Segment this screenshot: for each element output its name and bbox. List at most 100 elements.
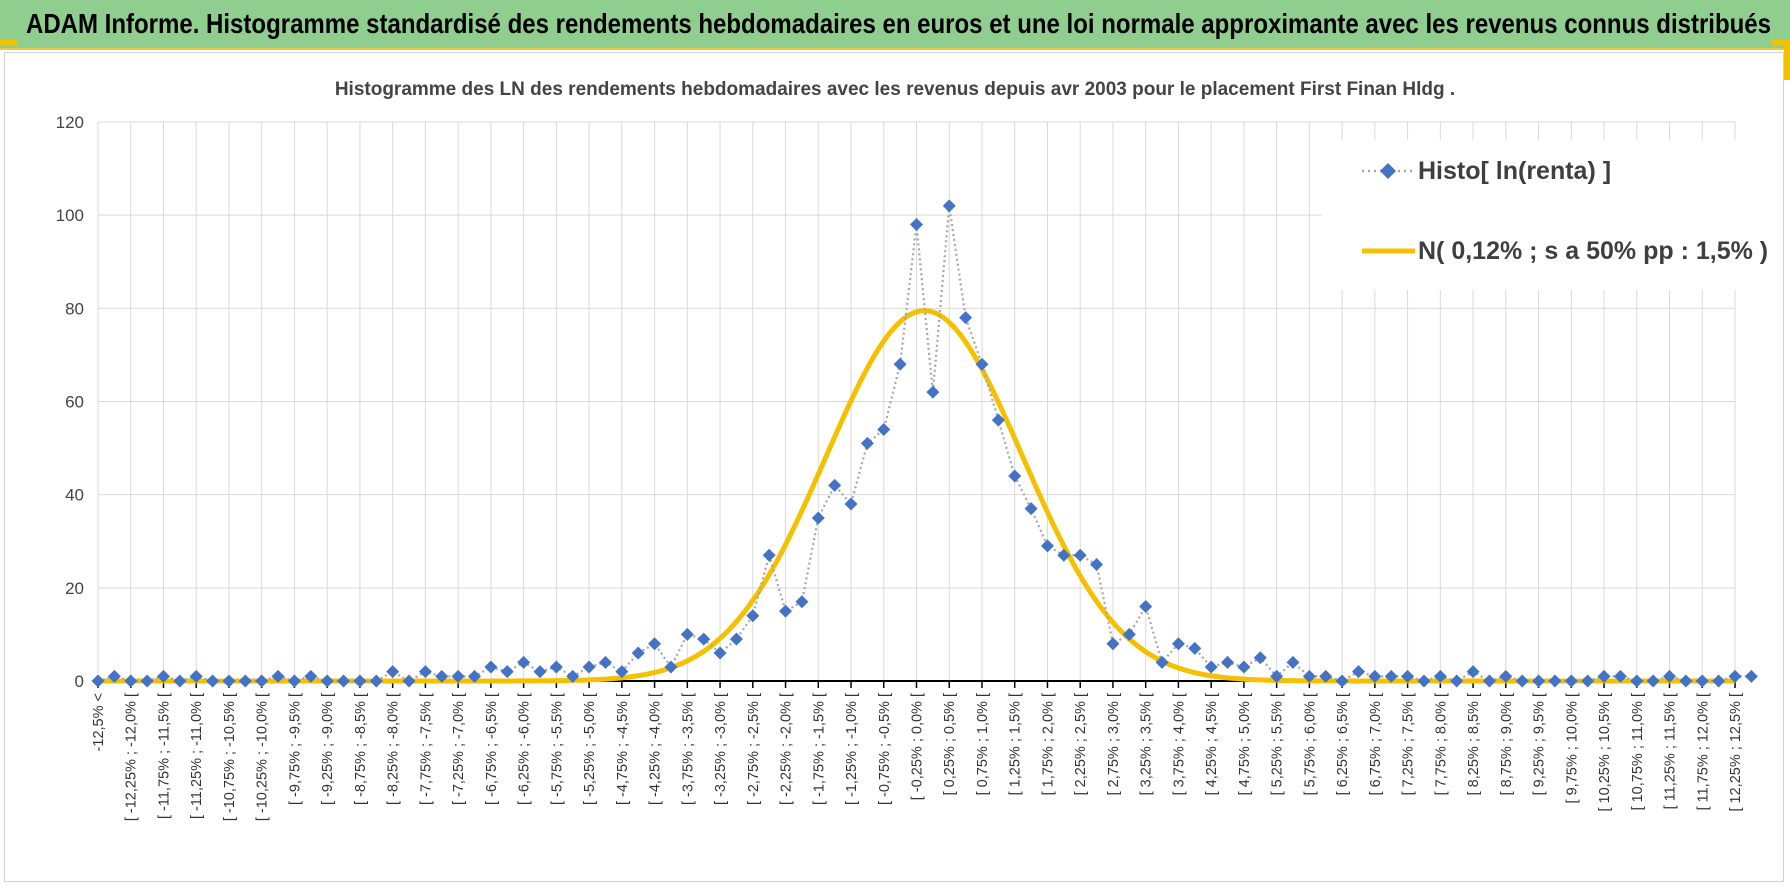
histo-point	[1253, 651, 1267, 665]
histo-point	[402, 674, 416, 688]
x-tick-label: [ -9,25% ; -9,0% [	[320, 693, 336, 805]
histo-point	[582, 660, 596, 674]
histo-point	[533, 665, 547, 679]
histo-point	[468, 669, 482, 683]
histo-point	[1335, 674, 1349, 688]
x-tick-label: [ 4,75% ; 5,0% [	[1237, 693, 1253, 795]
histo-point	[1384, 669, 1398, 683]
histo-point	[926, 385, 940, 399]
report-title: ADAM Informe. Histogramme standardisé de…	[26, 8, 1771, 39]
histo-point	[320, 674, 334, 688]
legend-histo-label: Histo[ ln(renta) ]	[1418, 157, 1611, 185]
report-banner: ADAM Informe. Histogramme standardisé de…	[0, 0, 1790, 50]
histo-point	[206, 674, 220, 688]
x-tick-label: [ 1,75% ; 2,0% [	[1040, 693, 1056, 795]
legend-normal-label: N( 0,12% ; s a 50% pp : 1,5% )	[1418, 237, 1768, 265]
corner-marker-top-right	[1772, 40, 1790, 46]
histo-point	[517, 655, 531, 669]
y-tick-label: 20	[65, 579, 84, 598]
x-tick-label: [ 0,75% ; 1,0% [	[975, 693, 991, 795]
x-tick-label: [ -0,25% ; 0,0% [	[910, 693, 926, 800]
histo-point	[1482, 674, 1496, 688]
histo-point	[680, 627, 694, 641]
x-tick-label: [ -1,25% ; -1,0% [	[844, 693, 860, 805]
histo-point	[1564, 674, 1578, 688]
x-tick-label: [ -8,25% ; -8,0% [	[386, 693, 402, 805]
x-tick-label: [ -2,75% ; -2,5% [	[746, 693, 762, 805]
x-tick-label: [ 8,25% ; 8,5% [	[1466, 693, 1482, 795]
x-tick-label: [ 8,75% ; 9,0% [	[1499, 693, 1515, 795]
x-tick-label: [ -0,75% ; -0,5% [	[877, 693, 893, 805]
histo-point	[779, 604, 793, 618]
histo-point	[648, 637, 662, 651]
histo-point	[1712, 674, 1726, 688]
x-tick-label: [ -9,75% ; -9,5% [	[287, 693, 303, 805]
y-tick-label: 80	[65, 299, 84, 318]
histo-point	[746, 609, 760, 623]
x-tick-label: [ 9,75% ; 10,0% [	[1564, 693, 1580, 803]
legend: Histo[ ln(renta) ] N( 0,12% ; s a 50% pp…	[1322, 140, 1768, 290]
histo-point	[140, 674, 154, 688]
histo-point	[1351, 665, 1365, 679]
histo-point	[844, 497, 858, 511]
histo-point	[124, 674, 138, 688]
histo-point	[1319, 669, 1333, 683]
x-tick-label: [ -5,25% ; -5,0% [	[582, 693, 598, 805]
histo-point	[713, 646, 727, 660]
grid-lines	[97, 121, 1736, 681]
histo-point	[1744, 669, 1758, 683]
x-tick-label: [ -11,75% ; -11,5% [	[156, 693, 172, 819]
x-tick-label: [ 1,25% ; 1,5% [	[1008, 693, 1024, 795]
histo-point	[1499, 669, 1513, 683]
x-tick-label: [ -10,25% ; -10,0% [	[255, 693, 271, 821]
y-axis-ticks: 0 20 40 60 80 100 120	[56, 113, 84, 691]
x-tick-label: [ -6,25% ; -6,0% [	[517, 693, 533, 805]
histo-point	[238, 674, 252, 688]
histo-point	[1630, 674, 1644, 688]
histo-point	[598, 655, 612, 669]
histo-point	[1221, 655, 1235, 669]
histo-point	[877, 422, 891, 436]
x-tick-label: [ -8,75% ; -8,5% [	[353, 693, 369, 805]
x-tick-label: [ -4,75% ; -4,5% [	[615, 693, 631, 805]
legend-histo-marker	[1380, 163, 1396, 179]
histo-point	[942, 199, 956, 213]
histo-point	[500, 665, 514, 679]
histo-point	[910, 217, 923, 231]
x-tick-label: [ 12,25% ; 12,5% [	[1728, 693, 1744, 812]
histo-point	[255, 674, 269, 688]
histo-point	[1024, 502, 1038, 516]
legend-box	[1322, 140, 1745, 290]
y-tick-label: 120	[56, 113, 84, 132]
histo-point	[1466, 665, 1480, 679]
x-tick-label: [ -11,25% ; -11,0% [	[189, 693, 205, 819]
histo-point	[729, 632, 743, 646]
x-tick-label: [ -7,25% ; -7,0% [	[451, 693, 467, 805]
x-tick-label: -12,5% <	[91, 693, 107, 751]
x-tick-label: [ -4,25% ; -4,0% [	[648, 693, 664, 805]
histo-point	[1090, 558, 1104, 572]
histo-point	[664, 660, 678, 674]
histo-point	[304, 669, 318, 683]
x-tick-label: [ 6,25% ; 6,5% [	[1335, 693, 1351, 795]
x-tick-label: [ 0,25% ; 0,5% [	[942, 693, 958, 795]
histo-point	[860, 436, 874, 450]
x-tick-label: [ 11,75% ; 12,0% [	[1695, 693, 1711, 810]
histogram-series-group	[91, 199, 1758, 688]
histo-point	[795, 595, 809, 609]
histo-point	[1679, 674, 1693, 688]
histo-point	[287, 674, 301, 688]
histo-point	[1368, 669, 1382, 683]
histo-point	[1417, 674, 1431, 688]
histo-point	[1057, 548, 1071, 562]
histo-point	[1695, 674, 1709, 688]
x-tick-label: [ -1,75% ; -1,5% [	[811, 693, 827, 805]
histo-point	[828, 478, 842, 492]
histo-point	[369, 674, 383, 688]
histo-point	[1728, 669, 1742, 683]
histo-point	[1188, 641, 1202, 655]
histo-point	[1532, 674, 1546, 688]
histo-point	[353, 674, 367, 688]
histo-point	[615, 665, 629, 679]
